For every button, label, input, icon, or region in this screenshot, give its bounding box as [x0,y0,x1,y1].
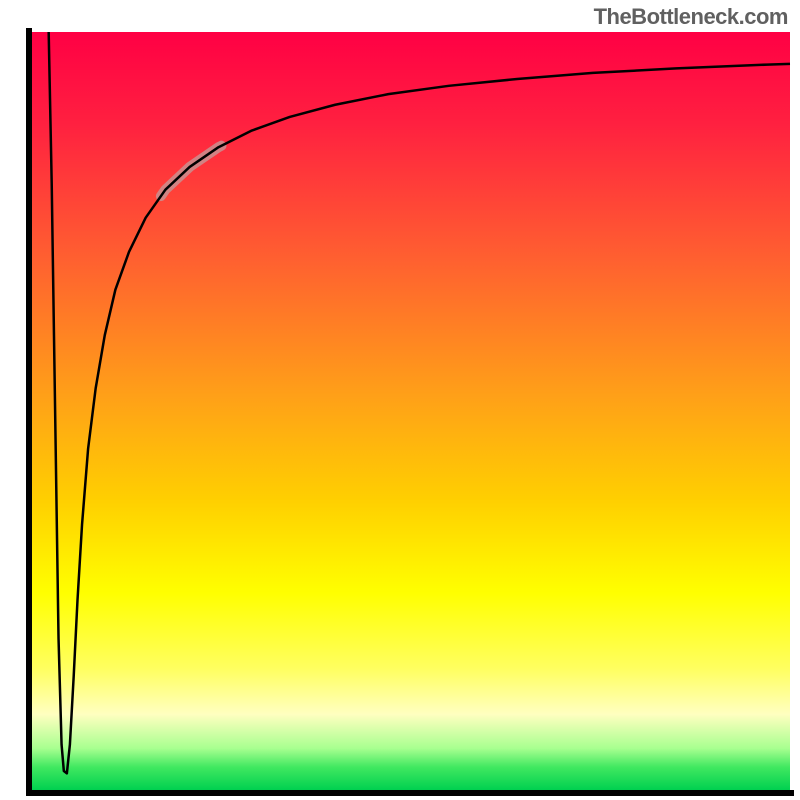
x-axis [26,790,794,796]
chart-container: TheBottleneck.com [0,0,800,800]
y-axis [26,28,32,796]
watermark-text: TheBottleneck.com [594,4,788,30]
chart-svg [0,0,800,800]
plot-background [32,32,790,790]
